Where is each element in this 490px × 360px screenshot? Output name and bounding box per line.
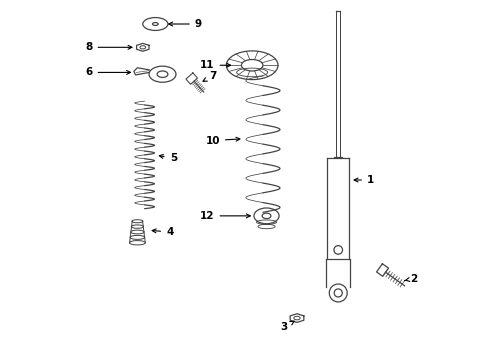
Text: 11: 11 — [200, 60, 231, 70]
Text: 10: 10 — [205, 136, 240, 145]
Text: 6: 6 — [85, 67, 130, 77]
Text: 12: 12 — [200, 211, 250, 221]
Text: 8: 8 — [85, 42, 132, 52]
Text: 2: 2 — [404, 274, 417, 284]
Text: 3: 3 — [281, 321, 294, 332]
Text: 1: 1 — [354, 175, 374, 185]
Text: 5: 5 — [159, 153, 177, 163]
Text: 9: 9 — [169, 19, 202, 29]
Text: 4: 4 — [152, 227, 173, 237]
Text: 7: 7 — [203, 71, 217, 81]
